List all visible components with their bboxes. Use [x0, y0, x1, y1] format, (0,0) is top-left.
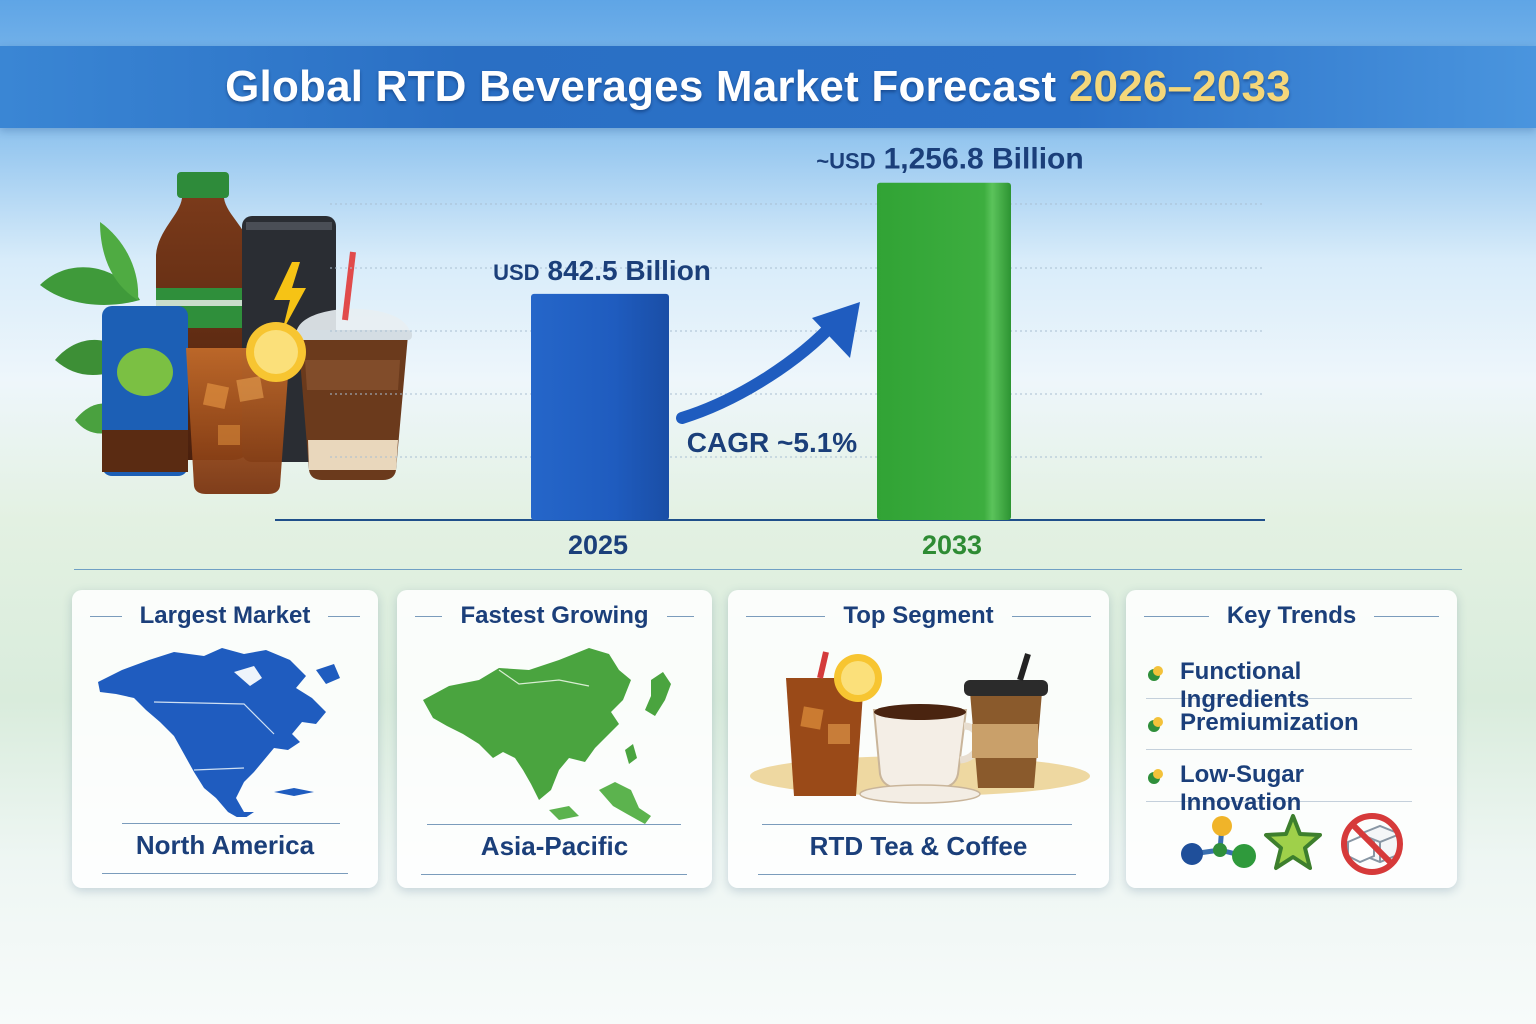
card-fastest-growing: Fastest Growing Asia-Pacific: [397, 590, 712, 888]
tea-and-coffee-drinks-icon: [750, 651, 1090, 804]
page-title: Global RTD Beverages Market Forecast 202…: [0, 62, 1516, 112]
card-heading: Largest Market: [139, 602, 311, 629]
card-heading: Key Trends: [1226, 602, 1357, 629]
section-divider: [74, 569, 1462, 570]
bar-value-label-2033: ~USD 1,256.8 Billion: [816, 143, 1083, 176]
star-icon: [1264, 814, 1322, 870]
no-sugar-icon: [1341, 813, 1403, 875]
north-america-map-icon: [98, 648, 340, 817]
card-value: North America: [135, 830, 315, 860]
card-key-trends: Key Trends Functional Ingredients Premiu…: [1126, 590, 1457, 888]
card-header: Largest Market: [72, 602, 378, 630]
trend-item: Low-Sugar Innovation: [1146, 753, 1412, 816]
beverages-illustration-icon: [40, 172, 412, 494]
card-header: Key Trends: [1126, 602, 1457, 630]
title-main: Global RTD Beverages Market Forecast: [225, 62, 1057, 111]
card-header: Top Segment: [728, 602, 1109, 630]
trend-label: Functional Ingredients: [1180, 658, 1310, 713]
trend-item: Premiumization: [1146, 701, 1412, 750]
molecule-icon: [1181, 816, 1256, 868]
bullet-icon: [1148, 666, 1163, 681]
bar-value-label-2025: USD 842.5 Billion: [493, 255, 711, 286]
bar-2025: [531, 293, 669, 520]
card-value: Asia-Pacific: [480, 831, 629, 861]
card-value: RTD Tea & Coffee: [809, 831, 1028, 861]
card-header: Fastest Growing: [397, 602, 712, 630]
trend-item: Functional Ingredients: [1146, 650, 1412, 713]
bullet-icon: [1148, 769, 1163, 784]
growth-arrow-icon: [676, 302, 860, 424]
title-banner: [0, 46, 1536, 128]
card-heading: Fastest Growing: [460, 602, 649, 629]
category-label-2033: 2033: [922, 530, 982, 560]
forecast-chart: USD 842.5 Billion ~USD 1,256.8 Billion CAG…: [40, 143, 1265, 560]
category-label-2025: 2025: [568, 530, 628, 560]
card-heading: Top Segment: [843, 602, 994, 629]
chart-gridlines: [330, 203, 1262, 458]
bullet-icon: [1148, 717, 1163, 732]
title-years: 2026–2033: [1068, 62, 1291, 111]
bar-2033: [877, 182, 1011, 520]
trend-label: Premiumization: [1180, 709, 1359, 736]
card-largest-market: Largest Market North America: [72, 590, 378, 888]
asia-pacific-map-icon: [423, 648, 671, 824]
card-top-segment: Top Segment RTD Tea & Coffee: [728, 590, 1109, 888]
cagr-annotation: CAGR ~5.1%: [687, 427, 857, 458]
trend-label: Low-Sugar Innovation: [1180, 761, 1304, 816]
